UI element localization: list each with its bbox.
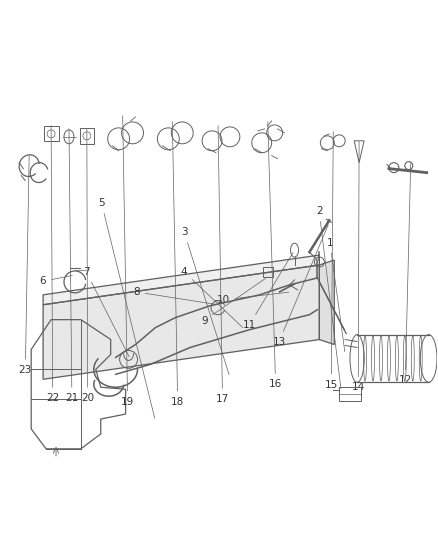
Text: 2: 2 — [316, 206, 341, 389]
Text: 13: 13 — [272, 225, 328, 346]
Text: 19: 19 — [121, 116, 134, 407]
Text: 12: 12 — [399, 164, 412, 385]
Text: 9: 9 — [201, 279, 265, 326]
Text: 10: 10 — [217, 292, 289, 305]
Text: 1: 1 — [327, 238, 345, 352]
Text: 17: 17 — [216, 126, 229, 404]
Text: 7: 7 — [83, 267, 129, 357]
Text: 6: 6 — [39, 276, 72, 286]
Text: 20: 20 — [81, 128, 94, 403]
Polygon shape — [43, 255, 319, 305]
Text: 5: 5 — [98, 198, 155, 418]
Text: 11: 11 — [243, 253, 293, 330]
Text: 8: 8 — [133, 287, 215, 304]
Text: 23: 23 — [19, 156, 32, 375]
Text: 14: 14 — [352, 142, 365, 392]
Polygon shape — [43, 265, 319, 379]
Text: 22: 22 — [46, 126, 60, 403]
Polygon shape — [319, 260, 334, 344]
Text: 18: 18 — [171, 122, 184, 407]
Text: 3: 3 — [181, 227, 229, 375]
Text: 4: 4 — [181, 267, 243, 328]
Text: 15: 15 — [325, 132, 338, 390]
Text: 16: 16 — [268, 122, 282, 389]
Text: 21: 21 — [65, 128, 78, 403]
